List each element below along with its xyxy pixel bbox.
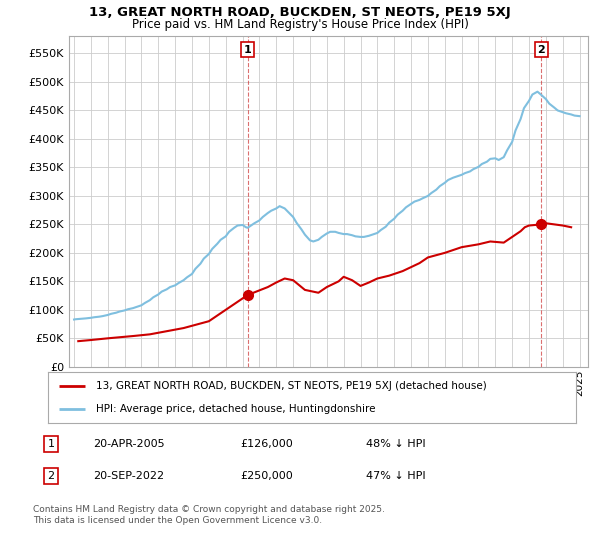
Text: 2: 2 — [537, 45, 545, 55]
Text: 47% ↓ HPI: 47% ↓ HPI — [366, 471, 425, 481]
Text: 20-SEP-2022: 20-SEP-2022 — [93, 471, 164, 481]
Text: 1: 1 — [47, 439, 55, 449]
Text: HPI: Average price, detached house, Huntingdonshire: HPI: Average price, detached house, Hunt… — [95, 404, 375, 414]
Text: 2: 2 — [47, 471, 55, 481]
Text: 13, GREAT NORTH ROAD, BUCKDEN, ST NEOTS, PE19 5XJ: 13, GREAT NORTH ROAD, BUCKDEN, ST NEOTS,… — [89, 6, 511, 18]
Text: 13, GREAT NORTH ROAD, BUCKDEN, ST NEOTS, PE19 5XJ (detached house): 13, GREAT NORTH ROAD, BUCKDEN, ST NEOTS,… — [95, 381, 486, 391]
Text: 48% ↓ HPI: 48% ↓ HPI — [366, 439, 425, 449]
Text: Price paid vs. HM Land Registry's House Price Index (HPI): Price paid vs. HM Land Registry's House … — [131, 18, 469, 31]
Text: 20-APR-2005: 20-APR-2005 — [93, 439, 164, 449]
Text: £250,000: £250,000 — [240, 471, 293, 481]
Text: Contains HM Land Registry data © Crown copyright and database right 2025.
This d: Contains HM Land Registry data © Crown c… — [33, 505, 385, 525]
Text: 1: 1 — [244, 45, 251, 55]
Text: £126,000: £126,000 — [240, 439, 293, 449]
